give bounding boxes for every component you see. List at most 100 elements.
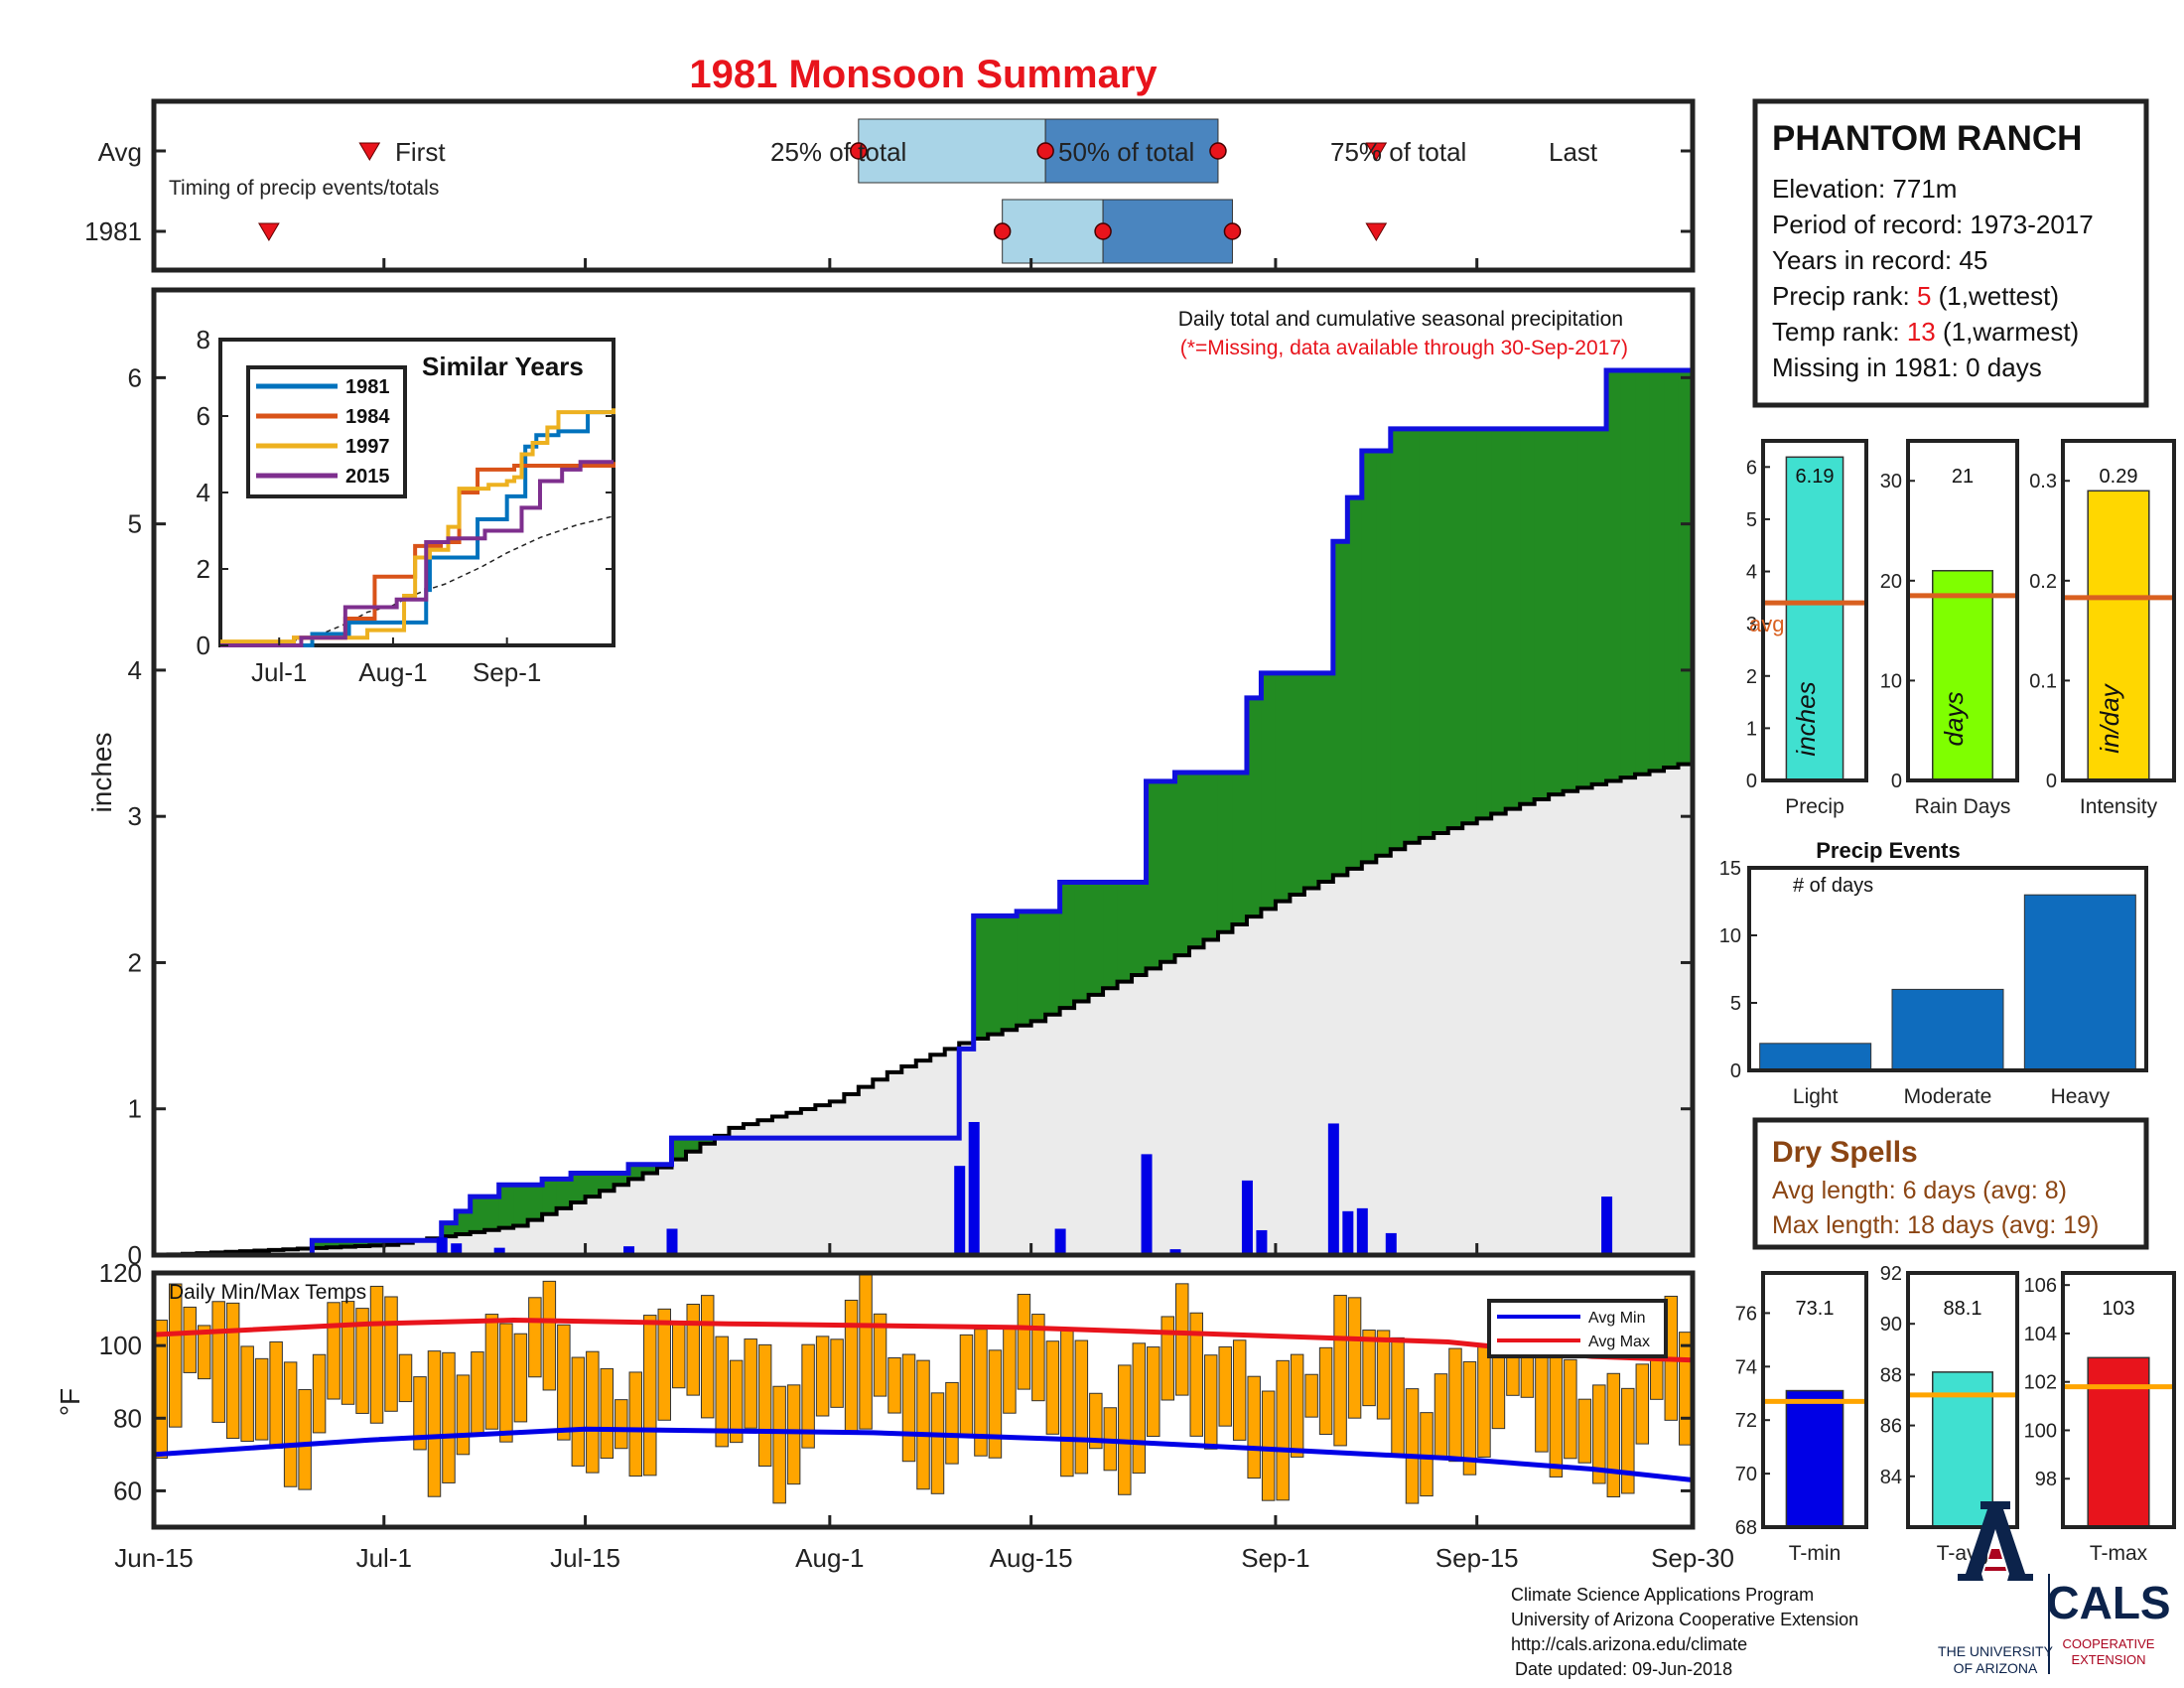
temp-ytick-label: 80 [113,1403,142,1433]
daily-temp-bar [959,1334,974,1437]
daily-temp-bar [168,1283,183,1428]
inset-ytick-label: 2 [197,554,210,584]
x-tick-label: Jun-15 [114,1543,194,1573]
daily-temp-bar [1074,1339,1089,1475]
precip-departure-fill [614,1173,629,1186]
timing-q50-label: 50% of total [1058,137,1194,167]
summary-ytick-label: 30 [1880,471,1902,492]
summary-ytick-label: 68 [1735,1517,1757,1539]
precip-departure-fill [1433,428,1449,833]
precip-departure-fill [628,1164,644,1180]
temp-y-label: °F [55,1388,85,1416]
precip-departure-fill [988,915,1004,1035]
precip-departure-fill [1246,697,1262,917]
station-elevation: Elevation: 771m [1772,174,1957,204]
x-tick-label: Sep-1 [1241,1543,1309,1573]
similar-years-inset: 0 2 4 6 8 Jul-1 Aug-1 Sep-1 1981 1984 1997 2015 Sim… [197,325,615,687]
daily-temp-bar [312,1353,327,1434]
temp-legend: Avg Min Avg Max [1487,1299,1668,1358]
precip-departure-fill [1303,672,1319,889]
station-info-box: PHANTOM RANCH Elevation: 771m Period of … [1752,98,2149,408]
timing-q50-q75-box [1044,118,1219,184]
precip-departure-fill [1505,428,1521,809]
daily-temp-bar [327,1302,341,1400]
cals-wordmark: CALS [2046,1577,2170,1628]
daily-precip-bar [1601,1196,1613,1255]
precip-annotation: Daily total and cumulative seasonal prec… [1178,308,1623,331]
daily-temp-bar [154,1320,168,1460]
daily-temp-bar [528,1297,542,1378]
daily-temp-bar [700,1295,715,1419]
daily-temp-bar [1376,1330,1391,1420]
daily-temp-bar [901,1353,916,1463]
precip-departure-fill [441,1222,457,1237]
summary-value-label: 6.19 [1796,466,1835,488]
event-ytick-label: 15 [1719,858,1741,880]
avg-min-temp-line [153,1426,1694,1482]
dry-spells-max: Max length: 18 days (avg: 19) [1772,1211,2099,1239]
footer-line2: University of Arizona Cooperative Extens… [1511,1610,1858,1629]
timing-q25-label: 25% of total [770,137,906,167]
summary-ytick-label: 88 [1880,1364,1902,1386]
timing-row-year-label: 1981 [84,216,142,246]
precip-departure-fill [1620,370,1636,778]
daily-temp-bar [1203,1354,1218,1450]
precip-ytick-label: 3 [128,801,142,831]
precip-departure-fill [1290,672,1305,896]
daily-temp-bar [341,1301,355,1405]
summary-panel-frame [1906,439,2019,782]
summary-ytick-label: 4 [1746,562,1757,584]
x-axis-ticks: Jun-15 Jul-1 Jul-15 Aug-1 Aug-15 Sep-1 Sep-15 S… [114,258,1734,1573]
daily-temp-bar [1261,1390,1276,1501]
summary-ytick-label: 102 [2024,1372,2057,1394]
inset-xtick-label: Jul-1 [251,657,307,687]
ua-line2: OF ARIZONA [1954,1660,2038,1676]
x-tick-label: Aug-1 [795,1543,864,1573]
summary-ytick-label: 0 [2046,771,2057,792]
daily-temp-bar [873,1313,887,1397]
cals-sub2: EXTENSION [2071,1652,2145,1667]
precip-departure-fill [1174,773,1190,956]
timing-first-label: First [395,137,446,167]
temp-ytick-label: 60 [113,1476,142,1505]
daily-temp-bar [1017,1294,1031,1390]
daily-temp-bar [830,1338,844,1408]
daily-temp-bar [1621,1387,1635,1494]
timing-subtitle: Timing of precip events/totals [169,177,439,200]
daily-temp-bar [484,1314,499,1430]
precip-departure-fill [1678,370,1694,765]
precip-events-chart: Precip Events Light Moderate Heavy 0 5 10 15 #… [1719,838,2148,1108]
daily-precip-bar [1327,1123,1339,1255]
daily-temp-bar [1577,1398,1592,1464]
station-period: Period of record: 1973-2017 [1772,210,2094,239]
legend-avg-max: Avg Max [1588,1334,1650,1350]
legend-label-2015: 2015 [345,466,390,488]
precip-departure-fill [1103,882,1119,989]
precip-departure-fill [1635,370,1651,774]
precip-departure-fill [600,1173,615,1192]
daily-precip-bar [623,1246,635,1255]
daily-temp-bar [1118,1364,1132,1495]
daily-temp-bar [442,1351,456,1483]
station-missing: Missing in 1981: 0 days [1772,352,2042,382]
daily-temp-bar [1462,1360,1477,1476]
precip-departure-fill [1577,428,1593,788]
summary-bar-t-min [1785,1389,1844,1528]
precip-ytick-label: 1 [128,1094,142,1124]
precip-departure-fill [498,1185,514,1228]
daily-temp-bar [916,1359,930,1490]
daily-temp-bar [557,1324,571,1441]
daily-temp-bar [1290,1353,1304,1458]
daily-temp-bar [586,1350,600,1474]
daily-temp-bar [384,1296,398,1412]
daily-precip-bar [1342,1210,1354,1255]
summary-bar-t-max [2087,1356,2150,1528]
daily-temp-bar [643,1315,657,1477]
timing-q75-label: 75% of total [1330,137,1466,167]
summary-panel-frame [1761,439,1868,782]
precip-departure-fill [1261,672,1277,910]
precip-departure-fill [1549,428,1565,795]
summary-ytick-label: 104 [2024,1324,2057,1345]
precip-departure-fill [513,1185,529,1226]
